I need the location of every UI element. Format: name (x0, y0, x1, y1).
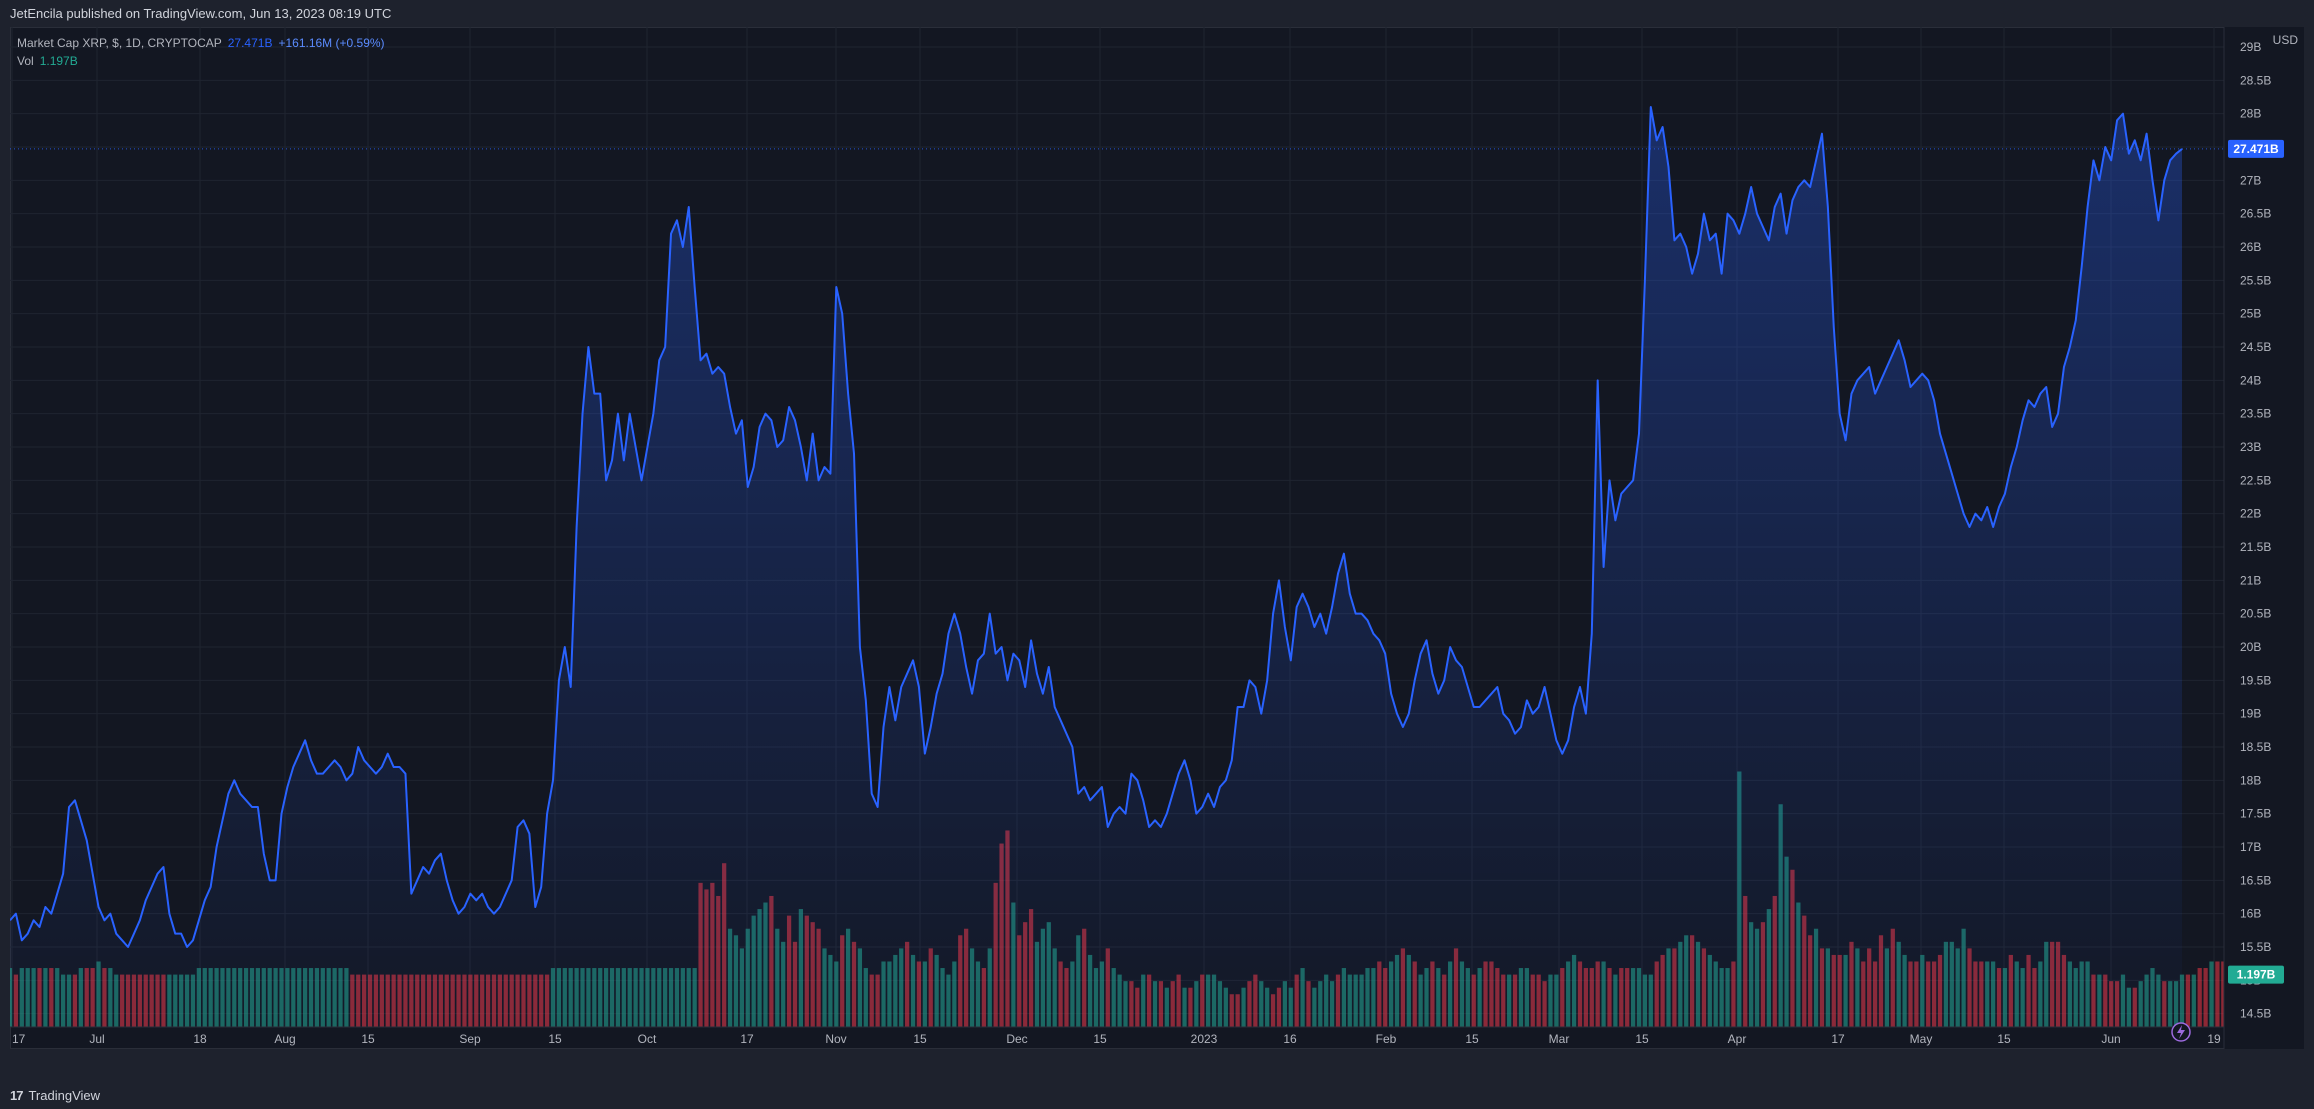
volume-bar (2197, 968, 2202, 1027)
time-tick-label: 18 (193, 1032, 207, 1046)
time-tick-label: 15 (361, 1032, 375, 1046)
volume-bar (2185, 974, 2191, 1027)
chart-legend: Market Cap XRP, $, 1D, CRYPTOCAP 27.471B +… (17, 34, 385, 70)
time-axis[interactable]: 17 Jul 18 Aug 15 Sep 15 Oct 17 Nov 15 Dec 15 2023 16 Fe… (10, 1026, 2224, 1046)
market-cap-area (10, 107, 2182, 1027)
last-volume-badge-label: 1.197B (2237, 968, 2276, 982)
time-tick-label: 17 (12, 1032, 26, 1046)
time-tick-label: Sep (459, 1032, 481, 1046)
price-tick-label: 18B (2240, 773, 2261, 787)
last-volume-badge (2228, 965, 2284, 984)
price-tick-label: 23B (2240, 440, 2261, 454)
last-price-badge (2228, 139, 2284, 158)
time-tick-label: Jun (2101, 1032, 2120, 1046)
time-tick-label: 15 (913, 1032, 927, 1046)
price-tick-label: 16B (2240, 907, 2261, 921)
price-tick-label: 23.5B (2240, 407, 2271, 421)
price-tick-label: 26B (2240, 240, 2261, 254)
last-value: 27.471B (227, 36, 273, 50)
price-tick-label: 19.5B (2240, 673, 2271, 687)
price-tick-label: 24.5B (2240, 340, 2271, 354)
time-tick-label: 15 (1635, 1032, 1649, 1046)
time-tick-label: Feb (1376, 1032, 1397, 1046)
price-tick-label: 29B (2240, 40, 2261, 54)
price-tick-label: 19B (2240, 707, 2261, 721)
axis-badges: 27.471B 1.197B (2228, 139, 2284, 984)
lightning-icon[interactable] (2171, 1022, 2191, 1042)
volume-bar (2209, 961, 2214, 1027)
time-tick-label: May (1910, 1032, 1933, 1046)
time-tick-label: Jul (89, 1032, 104, 1046)
price-axis-bg (2224, 27, 2304, 1049)
volume-legend-row[interactable]: Vol 1.197B (17, 52, 385, 70)
publish-text: JetEncila published on TradingView.com, … (10, 6, 392, 21)
price-tick-label: 28B (2240, 107, 2261, 121)
price-tick-label: 17B (2240, 840, 2261, 854)
price-axis[interactable]: 29B28.5B28B27.5B27B26.5B26B25.5B25B24.5B… (2223, 27, 2304, 1049)
tradingview-logo-icon: 17 (10, 1088, 24, 1103)
price-tick-label: 27B (2240, 173, 2261, 187)
volume-bar (2203, 968, 2208, 1027)
time-tick-label: 15 (1093, 1032, 1107, 1046)
market-cap-line (10, 106, 2183, 948)
price-tick-label: 25.5B (2240, 273, 2271, 287)
price-tick-label: 25B (2240, 307, 2261, 321)
publish-header: JetEncila published on TradingView.com, … (0, 0, 2314, 27)
time-tick-label: 16 (1283, 1032, 1297, 1046)
volume-bar (2191, 974, 2196, 1027)
change-value: +161.16M (+0.59%) (278, 36, 385, 50)
time-tick-label: 2023 (1191, 1032, 1218, 1046)
time-tick-label: Nov (825, 1032, 846, 1046)
price-tick-label: 17.5B (2240, 807, 2271, 821)
price-tick-label: 18.5B (2240, 740, 2271, 754)
price-tick-label: 21.5B (2240, 540, 2271, 554)
price-tick-label: 16.5B (2240, 873, 2271, 887)
price-tick-label: 21B (2240, 573, 2261, 587)
time-tick-label: Oct (638, 1032, 657, 1046)
time-tick-label: Apr (1728, 1032, 1747, 1046)
price-tick-label: 24B (2240, 373, 2261, 387)
time-tick-label: 15 (548, 1032, 562, 1046)
volume-label: Vol (17, 54, 34, 68)
price-tick-label: 15.5B (2240, 940, 2271, 954)
price-tick-label: 20.5B (2240, 607, 2271, 621)
time-tick-label: Mar (1549, 1032, 1570, 1046)
currency-unit: USD (2272, 33, 2298, 47)
time-tick-label: Aug (274, 1032, 295, 1046)
brand-name: TradingView (28, 1088, 101, 1103)
price-tick-label: 22.5B (2240, 473, 2271, 487)
time-tick-label: 19 (2207, 1032, 2221, 1046)
price-tick-label: 20B (2240, 640, 2261, 654)
volume-bar (2221, 961, 2226, 1027)
price-tick-label: 26.5B (2240, 207, 2271, 221)
last-price-badge-label: 27.471B (2233, 142, 2279, 156)
symbol-legend-row[interactable]: Market Cap XRP, $, 1D, CRYPTOCAP 27.471B +… (17, 34, 385, 52)
footer-brand: 17 TradingView (0, 1083, 2314, 1109)
price-tick-label: 14.5B (2240, 1007, 2271, 1021)
time-tick-label: 15 (1997, 1032, 2011, 1046)
volume-value: 1.197B (39, 54, 78, 68)
price-tick-label: 28.5B (2240, 73, 2271, 87)
grid-lines (10, 27, 2224, 1027)
time-tick-label: 15 (1465, 1032, 1479, 1046)
symbol-label: Market Cap XRP, $, 1D, CRYPTOCAP (17, 36, 222, 50)
chart-canvas[interactable]: 29B28.5B28B27.5B27B26.5B26B25.5B25B24.5B… (10, 27, 2304, 1049)
price-tick-label: 22B (2240, 507, 2261, 521)
time-tick-label: 17 (1831, 1032, 1845, 1046)
time-tick-label: Dec (1006, 1032, 1027, 1046)
volume-bar (2215, 961, 2220, 1027)
time-tick-label: 17 (740, 1032, 754, 1046)
